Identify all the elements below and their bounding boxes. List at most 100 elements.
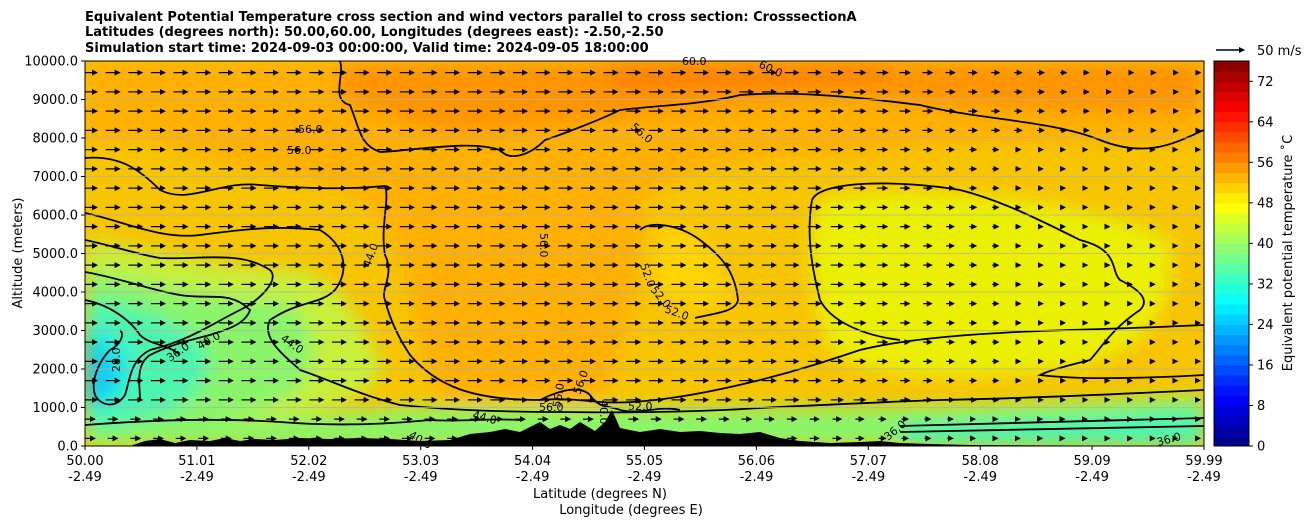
x-tick-label-lat: 55.05	[626, 454, 663, 469]
y-tick-label: 8000.0	[33, 132, 79, 147]
colorbar-segment	[1214, 273, 1249, 285]
contour-label: 36.0	[1155, 430, 1182, 449]
chart-title-line-3: Simulation start time: 2024-09-03 00:00:…	[85, 41, 649, 56]
terrain-silhouette	[85, 410, 1204, 446]
x-tick-label-lon: -2.49	[180, 470, 214, 485]
colorbar-segment	[1214, 375, 1249, 386]
colorbar-segment	[1214, 395, 1249, 406]
colorbar-segment	[1214, 223, 1249, 234]
x-tick-label-lat: 57.07	[850, 454, 887, 469]
colorbar-segment	[1214, 111, 1249, 123]
colorbar-segment	[1214, 415, 1249, 427]
y-tick-label: 0.0	[57, 440, 78, 455]
y-tick-label: 2000.0	[33, 363, 79, 378]
x-tick-label-lon: -2.49	[628, 470, 662, 485]
colorbar-tick-label: 64	[1257, 115, 1274, 130]
quiver-key: 50 m/s	[1216, 44, 1302, 59]
x-tick-label-lat: 58.08	[962, 454, 999, 469]
contour-label: 40.0	[597, 400, 610, 425]
colorbar-segment	[1214, 354, 1249, 366]
y-tick-label: 3000.0	[33, 324, 79, 339]
x-tick-label-lon: -2.49	[740, 470, 774, 485]
colorbar-segment	[1214, 61, 1249, 72]
contour-label: 56.0	[550, 382, 567, 408]
y-axis: 0.0 1000.0 2000.0 3000.0 4000.0 5000.0 6000.0 7…	[24, 55, 85, 455]
contour-label: 56.0	[287, 144, 312, 157]
y-tick-label: 9000.0	[33, 93, 79, 108]
colorbar-tick-label: 8	[1257, 399, 1265, 414]
colorbar-segment	[1214, 435, 1249, 447]
x-tick-label-lon: -2.49	[1187, 470, 1221, 485]
colorbar-tick-label: 16	[1257, 358, 1274, 373]
y-axis-label: Altitude (meters)	[11, 198, 26, 309]
x-tick-label-lon: -2.49	[963, 470, 997, 485]
x-tick-label-lat: 56.06	[738, 454, 775, 469]
chart-title-line-1: Equivalent Potential Temperature cross s…	[85, 10, 857, 25]
colorbar-segment	[1214, 263, 1249, 275]
colorbar-segment	[1214, 324, 1249, 336]
colorbar-segment	[1214, 304, 1249, 315]
colorbar-segment	[1214, 152, 1249, 163]
contour-label: 44.0	[471, 408, 498, 427]
x-tick-label-lat: 59.99	[1185, 454, 1222, 469]
colorbar-segment	[1214, 192, 1249, 204]
colorbar-segment	[1214, 385, 1249, 396]
y-tick-label: 4000.0	[33, 286, 79, 301]
colorbar-segment	[1214, 101, 1249, 113]
x-tick-label-lon: -2.49	[851, 470, 885, 485]
x-axis-label-2: Longitude (degrees E)	[559, 503, 703, 518]
colorbar-frame	[1213, 60, 1250, 447]
x-tick-label-lon: -2.49	[68, 470, 102, 485]
colorbar-segment	[1214, 182, 1249, 194]
colorbar-tick-label: 24	[1257, 318, 1274, 333]
y-tick-label: 10000.0	[24, 55, 78, 70]
colorbar-segment	[1214, 405, 1249, 417]
y-tick-label: 6000.0	[33, 209, 79, 224]
colorbar-segment	[1214, 142, 1249, 153]
wind-vectors	[85, 69, 1202, 442]
colorbar-label: Equivalent potential temperature ˚C	[1280, 135, 1296, 371]
x-tick-label-lon: -2.49	[516, 470, 550, 485]
colorbar-segment	[1214, 334, 1249, 346]
colorbar-segment	[1214, 233, 1249, 244]
colorbar-segment	[1214, 202, 1249, 214]
colorbar-segment	[1214, 172, 1249, 184]
x-tick-label-lat: 50.00	[66, 454, 103, 469]
contour-label: 28.0	[110, 348, 123, 373]
x-tick-label-lat: 54.04	[514, 454, 551, 469]
contour-label: 56.0	[298, 123, 323, 136]
grid-lines	[85, 99, 1204, 408]
colorbar-segment	[1214, 314, 1249, 325]
theta-e-field	[85, 61, 1204, 446]
x-tick-label-lat: 53.03	[402, 454, 439, 469]
contour-label: 56.0	[539, 401, 564, 414]
colorbar-segment	[1214, 131, 1249, 143]
colorbar-tick-label: 32	[1257, 277, 1274, 292]
colorbar-segment	[1214, 294, 1249, 305]
colorbar-segment	[1214, 162, 1249, 173]
x-tick-label-lon: -2.49	[292, 470, 326, 485]
quiver-key-label: 50 m/s	[1257, 44, 1302, 59]
x-tick-label-lat: 52.02	[290, 454, 327, 469]
colorbar-segment	[1214, 253, 1249, 265]
y-tick-label: 5000.0	[33, 247, 79, 262]
colorbar-segment	[1214, 283, 1249, 295]
colorbar-tick-label: 72	[1257, 75, 1274, 90]
x-tick-label-lon: -2.49	[1075, 470, 1109, 485]
colorbar-segment	[1214, 121, 1249, 133]
colorbar-segment	[1214, 344, 1249, 356]
colorbar-segment	[1214, 91, 1249, 103]
contour-label: 56.0	[537, 233, 550, 258]
colorbar-segment	[1214, 212, 1249, 224]
contour-label: 52.0	[628, 400, 653, 413]
colorbar: 0 8 16 24 32 40 48 56 64 72	[1213, 60, 1274, 455]
colorbar-segment	[1214, 243, 1249, 254]
x-tick-label-lat: 59.09	[1073, 454, 1110, 469]
y-tick-label: 7000.0	[33, 170, 79, 185]
colorbar-segment	[1214, 71, 1249, 82]
colorbar-segment	[1214, 81, 1249, 92]
colorbar-tick-label: 56	[1257, 156, 1274, 171]
colorbar-segment	[1214, 425, 1249, 437]
colorbar-tick-label: 40	[1257, 237, 1274, 252]
